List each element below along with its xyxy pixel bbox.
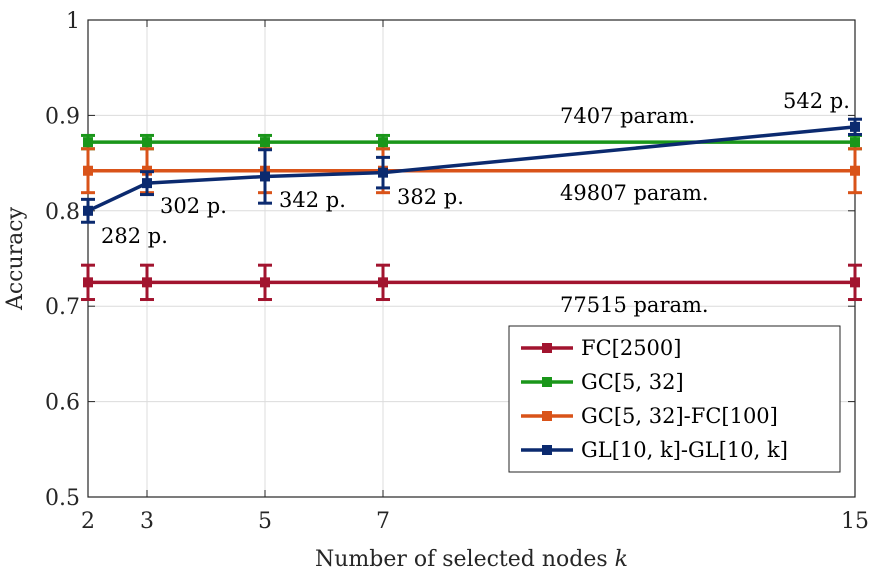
axis-ticks: 2 3 5 7 15 0.5 0.6 0.7 0.8 0.9 1 xyxy=(45,9,869,534)
data-point xyxy=(378,137,388,148)
y-tick-label: 0.5 xyxy=(45,486,80,511)
x-tick-label: 7 xyxy=(376,509,390,534)
series-fc-2500 xyxy=(81,263,862,302)
legend-label: GL[10, k]-GL[10, k] xyxy=(581,438,788,462)
legend-swatch-marker xyxy=(542,377,552,387)
annotation-label: 342 p. xyxy=(279,188,346,212)
legend: FC[2500] GC[5, 32] GC[5, 32]-FC[100] GL[10,… xyxy=(508,325,841,473)
legend-item: GC[5, 32]-FC[100] xyxy=(521,404,778,428)
legend-item: FC[2500] xyxy=(521,336,681,360)
series-gc-5-32-fc-100 xyxy=(81,147,862,195)
x-tick-label: 5 xyxy=(258,509,272,534)
x-tick-label: 15 xyxy=(841,509,869,534)
annotation-label: 77515 param. xyxy=(560,293,709,317)
legend-label: GC[5, 32] xyxy=(581,370,684,394)
legend-label: FC[2500] xyxy=(581,336,681,360)
annotation-label: 49807 param. xyxy=(560,181,709,205)
data-point xyxy=(142,178,152,189)
y-tick-label: 0.8 xyxy=(45,200,80,225)
legend-item: GC[5, 32] xyxy=(521,370,684,394)
data-point xyxy=(850,277,860,288)
data-point xyxy=(378,167,388,178)
data-point xyxy=(850,165,860,176)
legend-swatch-marker xyxy=(542,445,552,455)
annotations: 282 p. 302 p. 342 p. 382 p. 542 p. 7407 param… xyxy=(101,89,850,317)
annotation-label: 282 p. xyxy=(101,224,168,248)
data-point xyxy=(83,277,93,288)
data-point xyxy=(260,137,270,148)
data-point xyxy=(142,277,152,288)
data-point xyxy=(378,277,388,288)
annotation-label: 382 p. xyxy=(397,185,464,209)
x-tick-label: 3 xyxy=(140,509,154,534)
y-tick-label: 0.9 xyxy=(45,104,80,129)
legend-swatch-marker xyxy=(542,343,552,353)
legend-item: GL[10, k]-GL[10, k] xyxy=(521,438,788,462)
legend-swatch-marker xyxy=(542,411,552,421)
annotation-label: 302 p. xyxy=(160,194,227,218)
y-tick-label: 1 xyxy=(66,9,80,34)
series xyxy=(81,117,862,302)
data-point xyxy=(260,277,270,288)
x-axis-label: Number of selected nodes k xyxy=(315,547,628,572)
data-point xyxy=(850,121,860,132)
data-point xyxy=(83,205,93,216)
data-point xyxy=(142,137,152,148)
y-tick-label: 0.7 xyxy=(45,295,80,320)
annotation-label: 542 p. xyxy=(783,89,850,113)
y-axis-label: Accuracy xyxy=(3,206,28,311)
plot-frame xyxy=(87,19,856,498)
legend-label: GC[5, 32]-FC[100] xyxy=(581,404,778,428)
data-point xyxy=(83,165,93,176)
data-point xyxy=(260,171,270,182)
series-gl-10-k-gl-10-k xyxy=(81,117,862,224)
data-point xyxy=(83,137,93,148)
x-tick-label: 2 xyxy=(81,509,95,534)
y-tick-label: 0.6 xyxy=(45,391,80,416)
annotation-label: 7407 param. xyxy=(560,104,695,128)
data-point xyxy=(850,137,860,148)
legend-box xyxy=(508,325,841,473)
